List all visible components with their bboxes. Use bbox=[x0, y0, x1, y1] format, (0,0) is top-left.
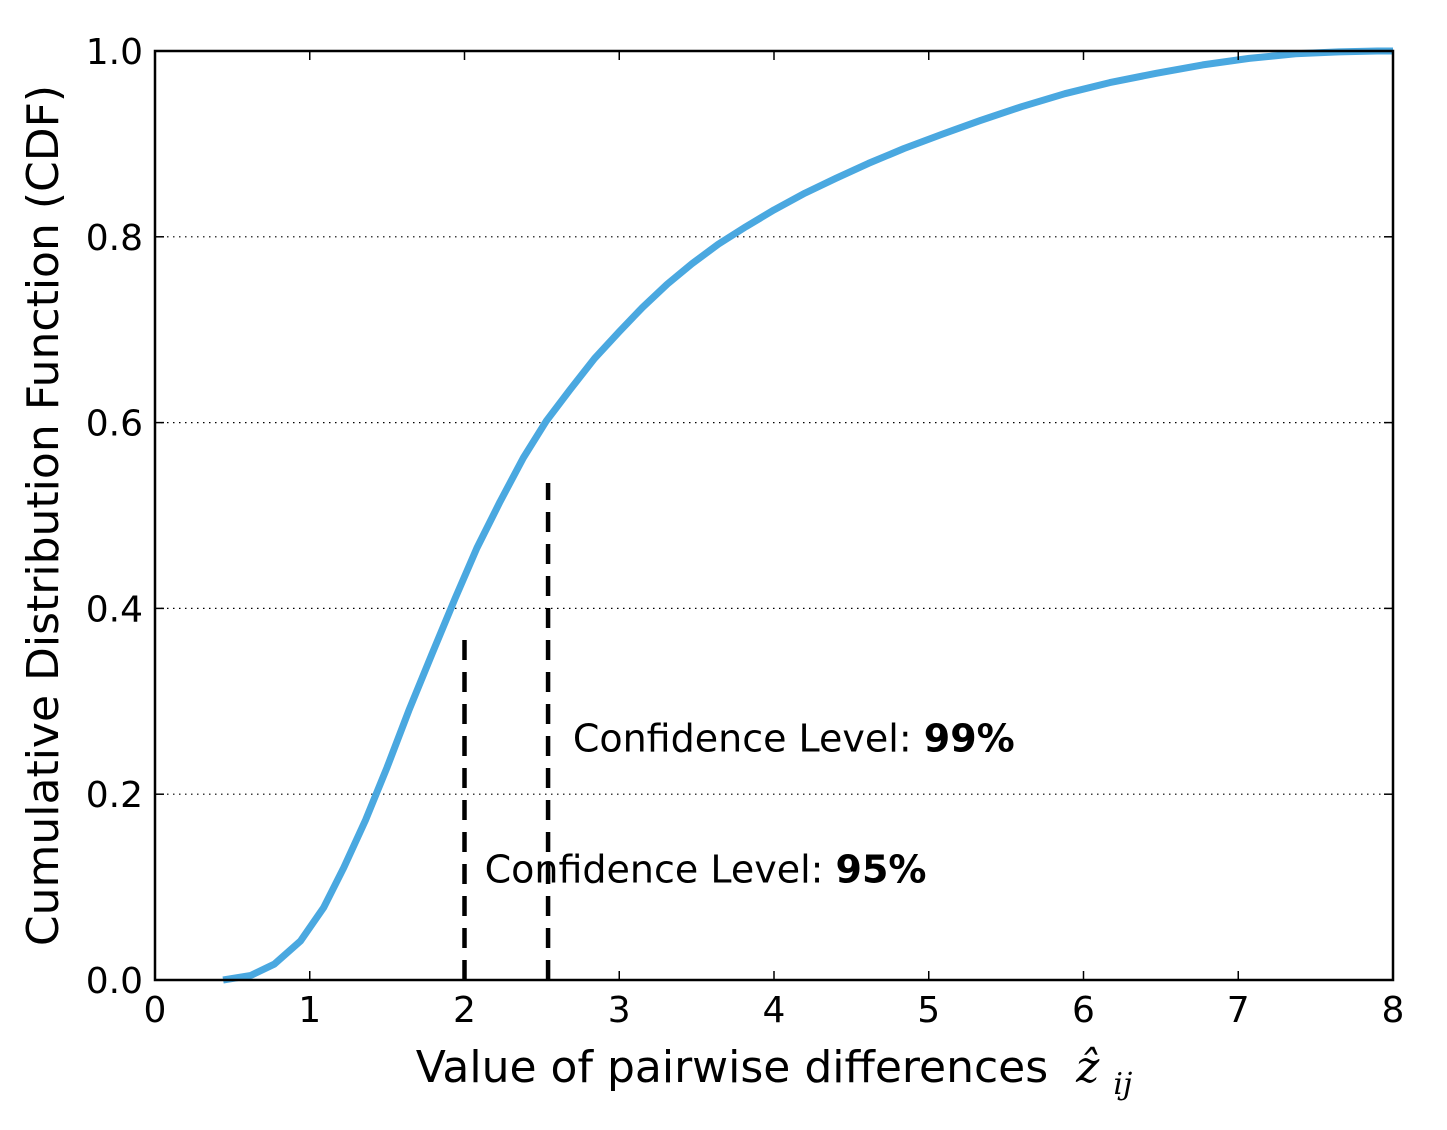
x-tick-label: 3 bbox=[608, 990, 631, 1031]
plot-frame bbox=[153, 49, 1395, 982]
grid-lines bbox=[155, 236, 1393, 795]
x-tick-label: 8 bbox=[1382, 990, 1405, 1031]
x-tick-label: 6 bbox=[1072, 990, 1095, 1031]
annotations: Confidence Level: 99%Confidence Level: 9… bbox=[485, 716, 1015, 891]
x-axis-label-subscript: ij bbox=[1113, 1067, 1132, 1102]
x-tick-label: 2 bbox=[453, 990, 476, 1031]
x-tick-label: 5 bbox=[917, 990, 940, 1031]
x-axis-label-math: ẑ bbox=[1075, 1042, 1100, 1093]
x-axis-label: Value of pairwise differences ẑ ij bbox=[416, 1042, 1133, 1102]
y-tick-label: 0.0 bbox=[86, 961, 143, 1002]
annotation-text: Confidence Level: bbox=[485, 847, 836, 891]
y-axis-label: Cumulative Distribution Function (CDF) bbox=[18, 85, 69, 946]
x-tick-labels: 0 1 2 3 4 5 6 7 8 bbox=[144, 990, 1405, 1031]
annotation-confidence-99pct: Confidence Level: 99% bbox=[573, 716, 1015, 760]
tick-marks bbox=[154, 50, 1394, 981]
y-tick-label: 1.0 bbox=[86, 32, 143, 73]
y-tick-label: 0.6 bbox=[86, 404, 143, 445]
x-axis-label-text: Value of pairwise differences bbox=[416, 1042, 1048, 1093]
y-tick-label: 0.4 bbox=[86, 589, 143, 630]
x-tick-label: 1 bbox=[298, 990, 321, 1031]
confidence-lines bbox=[462, 482, 551, 980]
series-line-cdf bbox=[222, 47, 1393, 984]
annotation-value: 99% bbox=[924, 716, 1015, 760]
y-tick-labels: 0.0 0.2 0.4 0.6 0.8 1.0 bbox=[86, 32, 143, 1002]
y-tick-label: 0.8 bbox=[86, 218, 143, 259]
annotation-confidence-95pct: Confidence Level: 95% bbox=[485, 847, 927, 891]
x-tick-label: 4 bbox=[763, 990, 786, 1031]
annotation-text: Confidence Level: bbox=[573, 716, 924, 760]
y-tick-label: 0.2 bbox=[86, 775, 143, 816]
x-tick-label: 0 bbox=[144, 990, 167, 1031]
annotation-value: 95% bbox=[836, 847, 927, 891]
x-tick-label: 7 bbox=[1227, 990, 1250, 1031]
series-layer bbox=[222, 47, 1393, 984]
